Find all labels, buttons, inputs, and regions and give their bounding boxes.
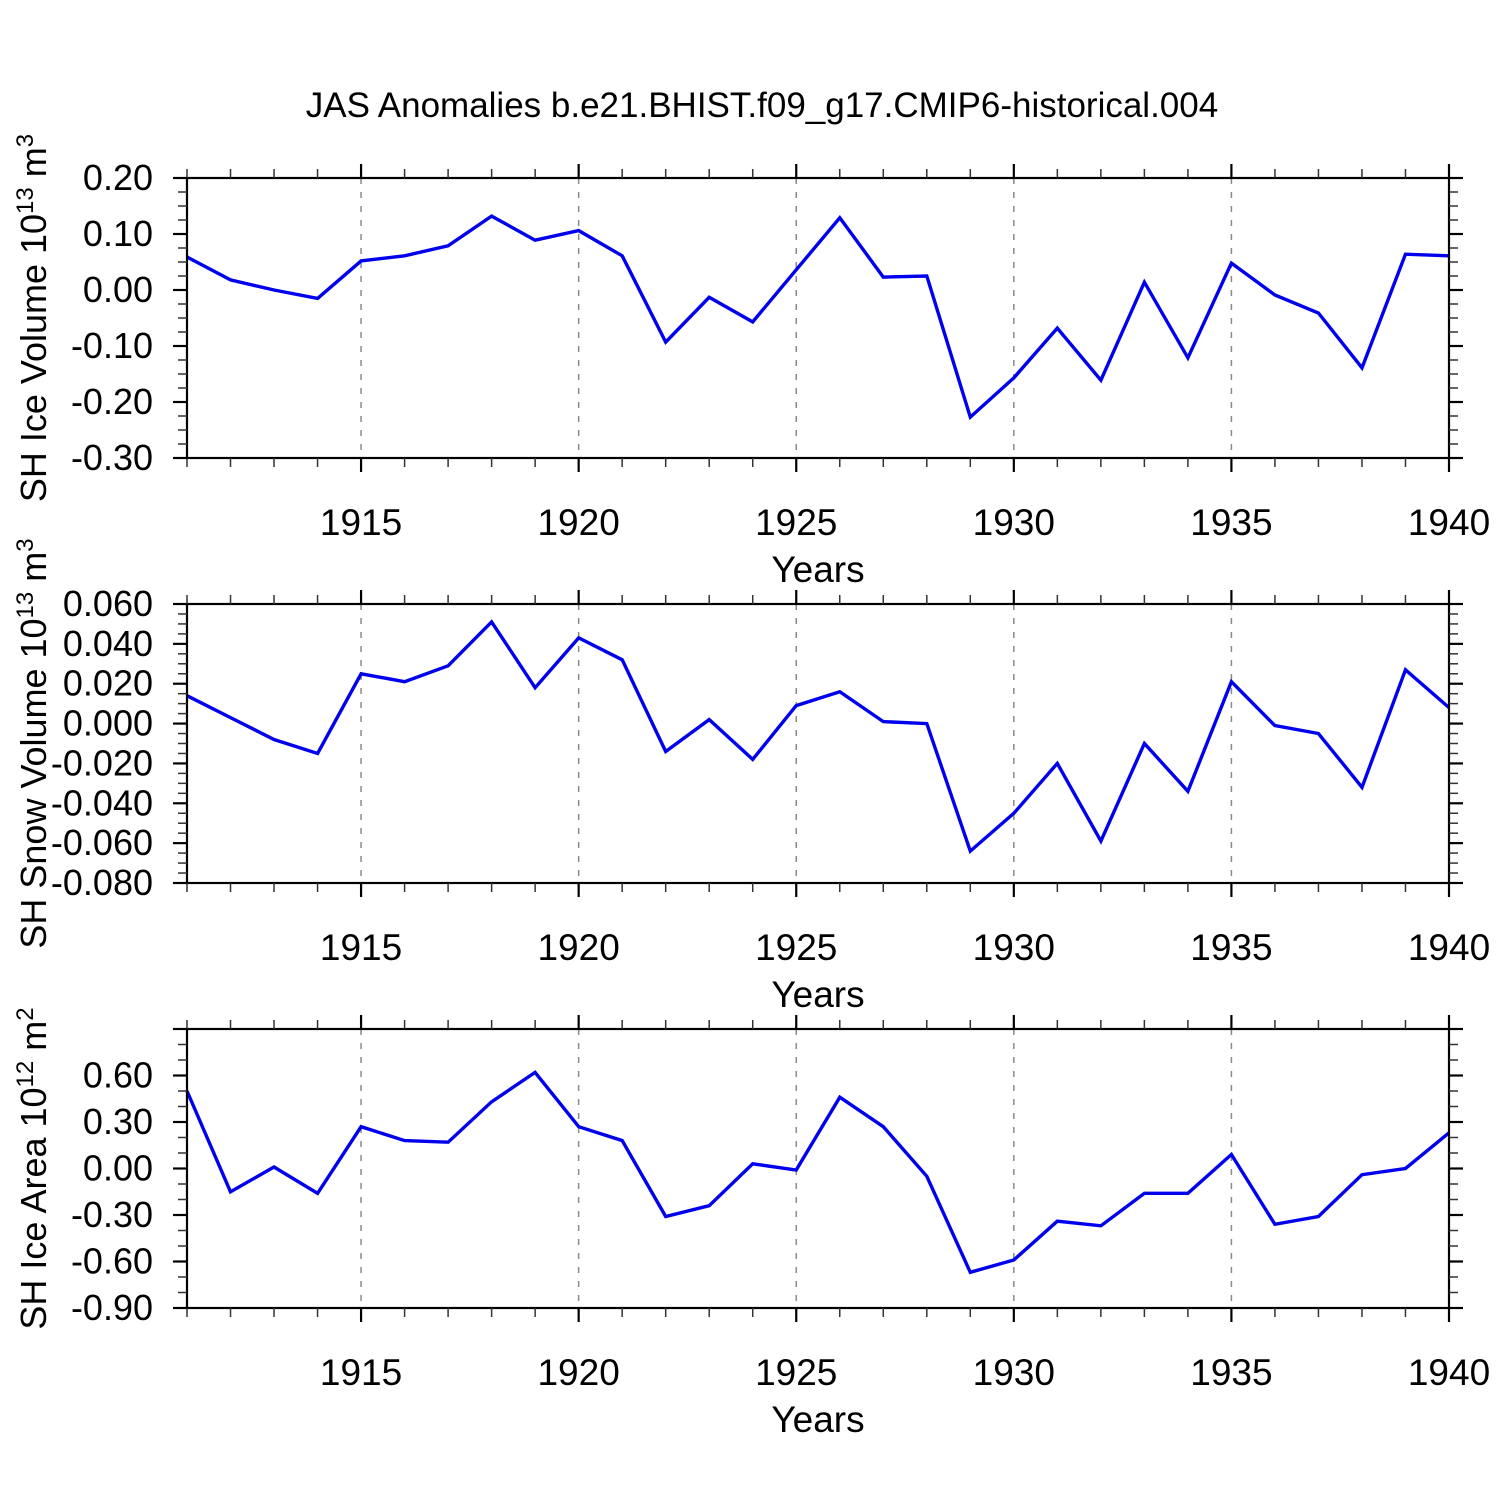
svg-text:1920: 1920 — [537, 927, 619, 968]
gridlines — [360, 604, 1233, 883]
svg-text:1915: 1915 — [320, 502, 402, 543]
ticks — [173, 1015, 1463, 1322]
svg-text:0.020: 0.020 — [63, 663, 153, 704]
svg-text:-0.90: -0.90 — [71, 1287, 153, 1328]
x-axis-title-ice-volume: Years — [771, 549, 864, 590]
gridlines — [360, 178, 1233, 458]
svg-text:-0.60: -0.60 — [71, 1241, 153, 1282]
svg-text:-0.30: -0.30 — [71, 437, 153, 478]
panel-snow-volume: 0.0600.0400.0200.000-0.020-0.040-0.060-0… — [12, 538, 1490, 1015]
svg-text:1940: 1940 — [1408, 502, 1490, 543]
svg-text:1915: 1915 — [320, 927, 402, 968]
x-tick-labels: 1915 1920 1925 1930 1935 1940 — [320, 927, 1490, 968]
svg-text:0.00: 0.00 — [83, 269, 153, 310]
y-tick-labels: 0.0600.0400.0200.000-0.020-0.040-0.060-0… — [51, 583, 153, 903]
ticks — [173, 590, 1463, 897]
ticks — [173, 164, 1463, 472]
figure-title: JAS Anomalies b.e21.BHIST.f09_g17.CMIP6-… — [306, 86, 1218, 125]
plot-frame — [185, 1027, 1451, 1310]
y-axis-title-ice-area: SH Ice Area 1012 m2 — [12, 1007, 54, 1329]
x-axis-title-snow-volume: Years — [771, 974, 864, 1015]
svg-text:1930: 1930 — [973, 1352, 1055, 1393]
svg-text:1925: 1925 — [755, 927, 837, 968]
gridlines — [360, 1029, 1233, 1308]
svg-text:-0.040: -0.040 — [51, 782, 153, 823]
svg-text:-0.20: -0.20 — [71, 381, 153, 422]
svg-text:-0.020: -0.020 — [51, 742, 153, 783]
plot-frame — [185, 602, 1451, 885]
svg-text:1930: 1930 — [973, 502, 1055, 543]
svg-text:1925: 1925 — [755, 502, 837, 543]
svg-text:0.00: 0.00 — [83, 1148, 153, 1189]
y-tick-labels: 0.20 0.10 0.00 -0.10 -0.20 -0.30 — [71, 157, 153, 478]
series-line-ice-area — [185, 1070, 1451, 1275]
svg-text:1915: 1915 — [320, 1352, 402, 1393]
svg-text:1940: 1940 — [1408, 1352, 1490, 1393]
svg-text:-0.30: -0.30 — [71, 1194, 153, 1235]
svg-text:-0.060: -0.060 — [51, 822, 153, 863]
svg-text:1920: 1920 — [537, 502, 619, 543]
svg-text:0.040: 0.040 — [63, 623, 153, 664]
svg-text:1925: 1925 — [755, 1352, 837, 1393]
y-tick-labels: 0.60 0.30 0.00 -0.30 -0.60 -0.90 — [71, 1055, 153, 1329]
svg-text:1940: 1940 — [1408, 927, 1490, 968]
series-line-ice-volume — [186, 214, 1450, 421]
y-axis-title-ice-volume: SH Ice Volume 1013 m3 — [12, 134, 54, 502]
svg-text:0.10: 0.10 — [83, 213, 153, 254]
svg-text:0.60: 0.60 — [83, 1055, 153, 1096]
x-tick-labels: 1915 1920 1925 1930 1935 1940 — [320, 502, 1490, 543]
svg-text:0.060: 0.060 — [63, 583, 153, 624]
svg-text:0.30: 0.30 — [83, 1101, 153, 1142]
x-tick-labels: 1915 1920 1925 1930 1935 1940 — [320, 1352, 1490, 1393]
svg-text:1935: 1935 — [1190, 502, 1272, 543]
series-line-snow-volume — [186, 619, 1451, 855]
svg-text:1935: 1935 — [1190, 927, 1272, 968]
svg-text:0.000: 0.000 — [63, 703, 153, 744]
svg-text:1930: 1930 — [973, 927, 1055, 968]
x-axis-title-ice-area: Years — [771, 1399, 864, 1440]
svg-text:1935: 1935 — [1190, 1352, 1272, 1393]
svg-text:1920: 1920 — [537, 1352, 619, 1393]
y-axis-title-snow-volume: SH Snow Volume 1013 m3 — [12, 538, 54, 948]
svg-text:-0.080: -0.080 — [51, 862, 153, 903]
svg-text:-0.10: -0.10 — [71, 325, 153, 366]
svg-text:0.20: 0.20 — [83, 157, 153, 198]
plot-frame — [185, 176, 1451, 460]
